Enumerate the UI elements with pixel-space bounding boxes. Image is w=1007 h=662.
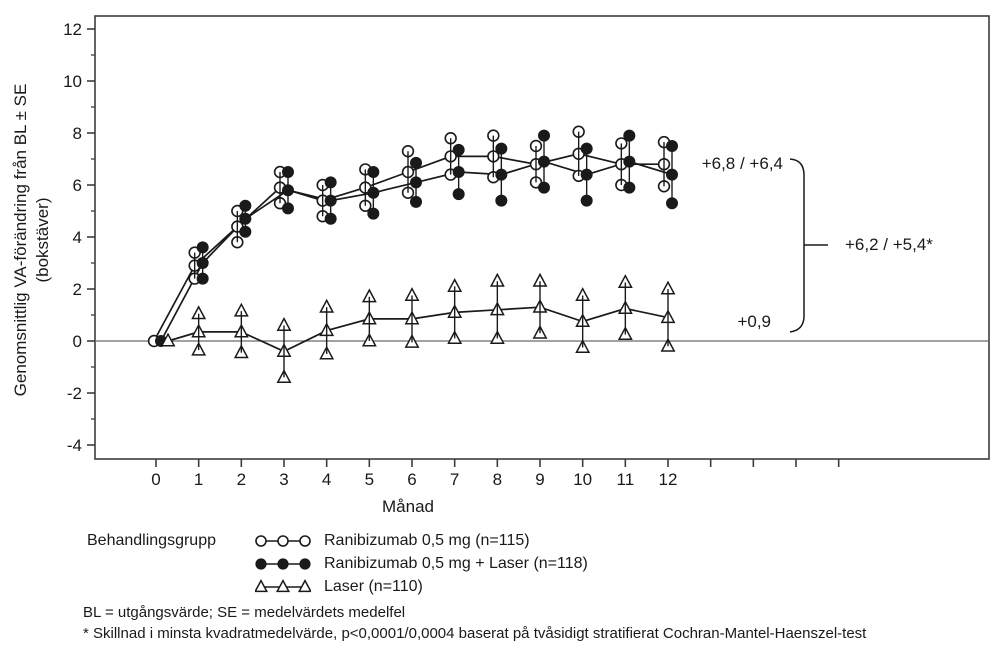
- x-tick-label: 9: [535, 470, 544, 489]
- x-tick-label: 3: [279, 470, 288, 489]
- y-tick-label: 4: [73, 228, 82, 247]
- y-tick-label: 12: [63, 20, 82, 39]
- x-tick-label: 8: [493, 470, 502, 489]
- y-tick-label: -4: [67, 436, 82, 455]
- x-tick-label: 12: [659, 470, 678, 489]
- x-tick-label: 2: [237, 470, 246, 489]
- x-tick-label: 5: [365, 470, 374, 489]
- footnote-statistics: * Skillnad i minsta kvadratmedelvärde, p…: [83, 625, 867, 642]
- open-triangle-marker: [160, 332, 176, 347]
- x-tick-label: 4: [322, 470, 331, 489]
- open-circle-marker: [277, 535, 289, 547]
- annotation-treatment-difference: +6,2 / +5,4*: [845, 235, 933, 254]
- open-circle-marker: [299, 535, 311, 547]
- legend-item-label: Ranibizumab 0,5 mg + Laser (n=118): [324, 555, 588, 572]
- open-circle-legend-marker: [255, 535, 311, 547]
- y-tick-label: -2: [67, 384, 82, 403]
- x-axis-label: Månad: [382, 497, 434, 516]
- x-tick-label: 6: [407, 470, 416, 489]
- x-tick-label: 10: [573, 470, 592, 489]
- footnote-abbreviations: BL = utgångsvärde; SE = medelvärdets med…: [83, 604, 406, 621]
- y-tick-label: 10: [63, 72, 82, 91]
- legend-item-ranibizumab-laser: Ranibizumab 0,5 mg + Laser (n=118): [255, 555, 588, 573]
- y-axis-label-line2: (bokstäver): [33, 197, 52, 283]
- open-circle-marker: [255, 535, 267, 547]
- annotation-month12-ranibizumab-values: +6,8 / +6,4: [701, 154, 783, 173]
- y-tick-label: 6: [73, 176, 82, 195]
- y-axis-label-line1: Genomsnittlig VA-förändring från BL ± SE: [11, 83, 30, 397]
- legend-group-label: Behandlingsgrupp: [87, 532, 216, 549]
- open-triangle-marker: [255, 579, 269, 593]
- x-tick-label: 11: [617, 470, 635, 489]
- y-tick-label: 0: [73, 332, 82, 351]
- y-tick-label: 2: [73, 280, 82, 299]
- series-line-open-circle: [153, 152, 665, 342]
- series-points-open-triangle: [160, 272, 676, 383]
- filled-circle-marker: [299, 558, 311, 570]
- x-tick-label: 0: [151, 470, 160, 489]
- open-triangle-marker: [275, 579, 291, 593]
- legend-item-label: Ranibizumab 0,5 mg (n=115): [324, 532, 530, 549]
- open-triangle-legend-marker: [255, 579, 311, 593]
- legend-item-label: Laser (n=110): [324, 578, 423, 595]
- annotation-month12-laser-value: +0,9: [737, 312, 771, 331]
- x-tick-label: 7: [450, 470, 459, 489]
- y-tick-label: 8: [73, 124, 82, 143]
- x-tick-label: 1: [194, 470, 203, 489]
- legend-item-ranibizumab: Ranibizumab 0,5 mg (n=115): [255, 532, 530, 550]
- legend-item-laser: Laser (n=110): [255, 578, 423, 596]
- comparison-bracket: [789, 158, 805, 333]
- filled-circle-legend-marker: [255, 558, 311, 570]
- filled-circle-marker: [277, 558, 289, 570]
- open-triangle-marker: [297, 579, 311, 593]
- filled-circle-marker: [255, 558, 267, 570]
